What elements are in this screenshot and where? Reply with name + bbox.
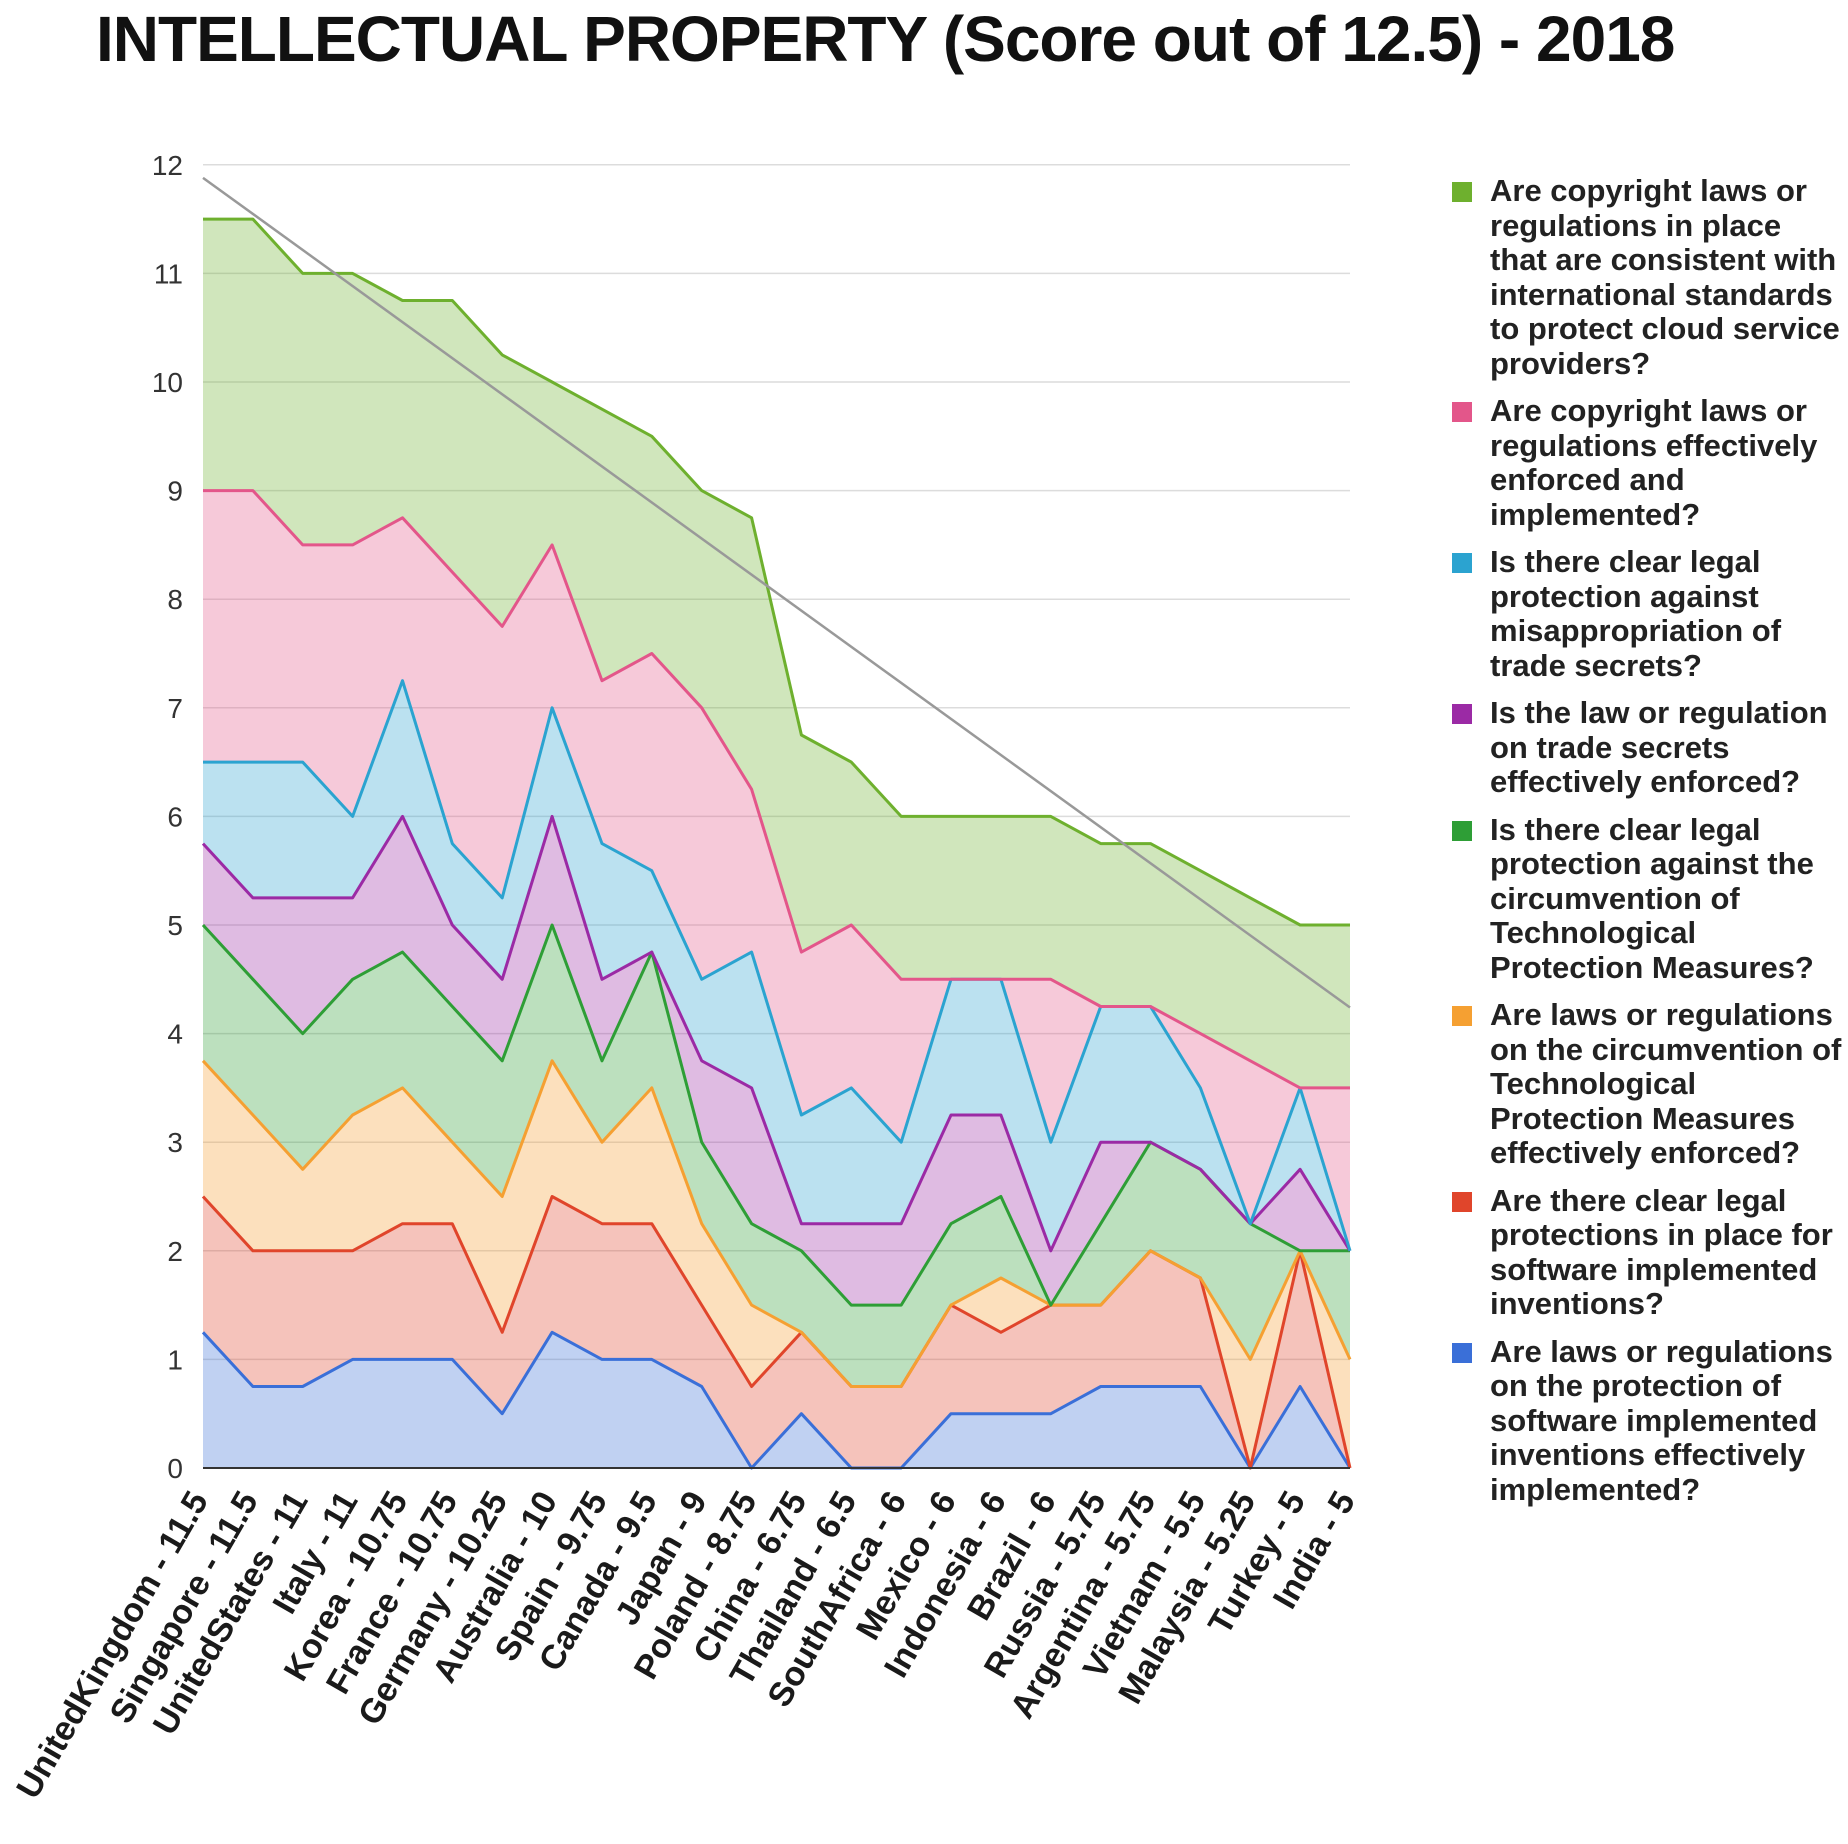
legend-item[interactable]: Are laws or regulations on the circumven…	[1452, 997, 1842, 1171]
legend-swatch	[1452, 1006, 1472, 1026]
series-line-6	[203, 679, 1352, 1252]
area-series-6	[203, 680, 1350, 1251]
area-series	[203, 219, 1350, 1468]
y-tick-label: 10	[152, 367, 183, 398]
legend-swatch	[1452, 553, 1472, 573]
legend-label: Are laws or regulations on the circumven…	[1490, 997, 1842, 1170]
y-tick-label: 4	[167, 1019, 183, 1050]
area-series-8	[203, 219, 1350, 1088]
legend-item[interactable]: Is there clear legal protection against …	[1452, 811, 1842, 986]
y-tick-label: 11	[154, 258, 183, 289]
legend-swatch	[1452, 182, 1472, 202]
series-line-3	[201, 1059, 1352, 1388]
y-tick-label: 8	[167, 584, 183, 615]
series-lines	[201, 217, 1352, 1470]
y-tick-label: 5	[167, 910, 183, 941]
y-tick-label: 1	[167, 1344, 183, 1375]
legend-item[interactable]: Is the law or regulation on trade secret…	[1452, 695, 1842, 800]
series-line-8	[203, 217, 1350, 927]
legend-label: Is there clear legal protection against …	[1490, 811, 1814, 985]
trendline	[202, 176, 1351, 1009]
legend-swatch	[1452, 1191, 1472, 1212]
area-series-4	[203, 925, 1350, 1387]
legend-item[interactable]: Are copyright laws or regulations effect…	[1452, 393, 1842, 532]
trendline-line	[202, 176, 1351, 1009]
series-line-5	[201, 814, 1352, 1253]
legend-label: Are laws or regulations on the protectio…	[1490, 1333, 1833, 1507]
x-tick-label: UnitedKingdom - 11.5	[9, 1485, 216, 1805]
area-series-1	[203, 1332, 1350, 1468]
legend-swatch	[1452, 402, 1472, 422]
series-line-1	[201, 1330, 1352, 1470]
legend-swatch	[1452, 820, 1472, 841]
legend-item[interactable]: Are copyright laws or regulations in pla…	[1452, 173, 1842, 381]
legend-label: Is the law or regulation on trade secret…	[1490, 695, 1828, 799]
legend-label: Are copyright laws or regulations effect…	[1490, 393, 1818, 532]
y-tick-label: 3	[167, 1127, 183, 1158]
y-tick-label: 7	[167, 693, 183, 724]
legend-swatch	[1452, 1342, 1472, 1363]
legend-label: Are copyright laws or regulations in pla…	[1490, 173, 1840, 381]
y-tick-label: 6	[167, 801, 183, 832]
y-tick-label: 9	[167, 476, 183, 507]
area-series-5	[203, 816, 1350, 1306]
legend: Are copyright laws or regulations in pla…	[1452, 173, 1842, 1520]
chart-title: INTELLECTUAL PROPERTY (Score out of 12.5…	[96, 3, 1675, 75]
legend-label: Are there clear legal protections in pla…	[1490, 1182, 1833, 1321]
y-tick-label: 2	[167, 1236, 183, 1267]
legend-swatch	[1452, 704, 1472, 724]
legend-item[interactable]: Is there clear legal protection against …	[1452, 544, 1842, 683]
gridlines	[203, 164, 1350, 1361]
legend-label: Is there clear legal protection against …	[1490, 544, 1782, 683]
series-line-7	[203, 489, 1350, 1090]
legend-item[interactable]: Are there clear legal protections in pla…	[1452, 1182, 1842, 1322]
y-tick-label: 12	[152, 150, 183, 181]
y-tick-label: 0	[167, 1453, 183, 1484]
legend-item[interactable]: Are laws or regulations on the protectio…	[1452, 1333, 1842, 1508]
